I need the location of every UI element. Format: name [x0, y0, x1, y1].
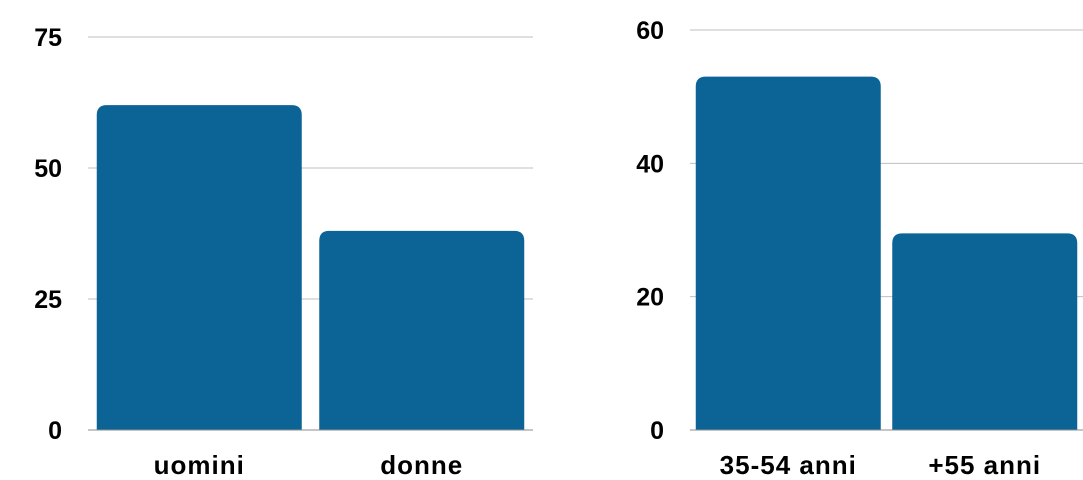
bar — [892, 233, 1078, 430]
y-tick-label: 60 — [636, 17, 664, 45]
y-tick-label: 0 — [48, 417, 62, 445]
chart-age: 0 20 40 60 35-54 anni +55 anni — [636, 17, 1083, 480]
category-label: +55 anni — [928, 450, 1041, 480]
y-tick-label: 20 — [636, 284, 664, 312]
bar — [319, 230, 525, 430]
bar — [695, 76, 881, 431]
y-tick-label: 0 — [650, 417, 664, 445]
y-tick-label: 50 — [34, 155, 62, 183]
chart-gender: 0 25 50 75 uomini donne — [34, 24, 533, 480]
y-tick-label: 40 — [636, 150, 664, 178]
y-tick-label: 75 — [34, 24, 62, 52]
category-label: donne — [380, 450, 463, 480]
category-label: uomini — [154, 450, 245, 480]
category-label: 35-54 anni — [720, 450, 857, 480]
y-tick-label: 25 — [34, 286, 62, 314]
bar — [96, 105, 302, 431]
